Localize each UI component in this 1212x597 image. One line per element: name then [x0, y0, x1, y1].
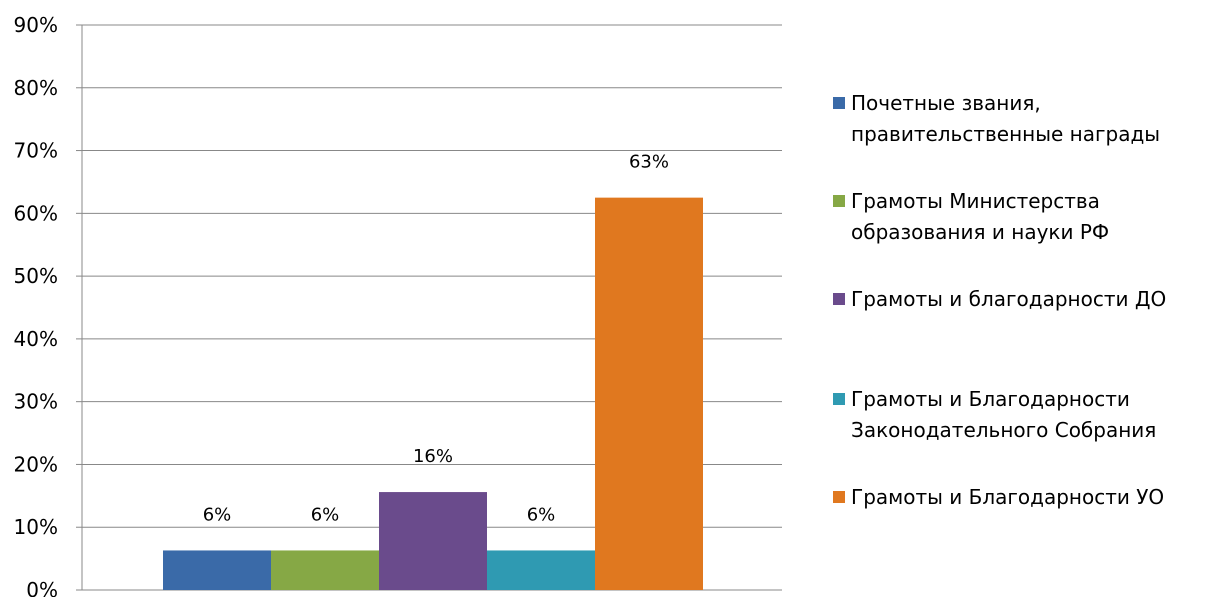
y-tick-label: 70%	[14, 139, 58, 163]
data-label: 63%	[629, 152, 669, 173]
y-tick-label: 40%	[14, 327, 58, 351]
gridlines	[82, 24, 782, 528]
y-tick-label: 90%	[14, 13, 58, 37]
y-tick-label: 0%	[26, 578, 58, 597]
bar	[487, 550, 595, 590]
legend-swatch	[833, 393, 845, 405]
y-tick-label: 80%	[14, 76, 58, 100]
legend-item: Грамоты и Благодарности УО	[833, 482, 1212, 513]
legend-item: Грамоты Министерства образования и науки…	[833, 186, 1212, 248]
bars	[163, 197, 703, 590]
legend-item: Почетные звания, правительственные награ…	[833, 88, 1212, 150]
legend-label: Грамоты и Благодарности УО	[851, 485, 1165, 509]
y-tick-label: 20%	[14, 452, 58, 476]
data-label: 16%	[413, 446, 453, 467]
bar	[271, 550, 379, 590]
axes: 0% 10% 20% 30% 40% 50% 60% 70% 80% 90%	[14, 13, 782, 597]
data-label: 6%	[203, 504, 232, 525]
y-tick-label: 10%	[14, 515, 58, 539]
legend-swatch	[833, 491, 845, 503]
bar	[163, 550, 271, 590]
legend-label: Грамоты и Благодарности Законодательного…	[851, 387, 1157, 442]
legend-label: Почетные звания, правительственные награ…	[851, 91, 1161, 146]
legend-swatch	[833, 293, 845, 305]
legend-item: Грамоты и благодарности ДО	[833, 284, 1212, 315]
legend-swatch	[833, 195, 845, 207]
y-tick-label: 60%	[14, 201, 58, 225]
legend-label: Грамоты Министерства образования и науки…	[851, 189, 1110, 244]
data-label: 6%	[311, 504, 340, 525]
legend-label: Грамоты и благодарности ДО	[851, 287, 1167, 311]
bar-chart: 0%10%20%30%40%50%60%70%80%90% 6% 6%16%6%6…	[14, 13, 782, 597]
y-tick-label: 30%	[14, 390, 58, 414]
data-label: 6%	[527, 504, 556, 525]
legend-item: Грамоты и Благодарности Законодательного…	[833, 384, 1212, 446]
legend-swatch	[833, 97, 845, 109]
bar	[379, 492, 487, 590]
y-tick-label: 50%	[14, 264, 58, 288]
data-labels: 6% 6% 16% 6% 63%	[203, 152, 669, 526]
bar	[595, 197, 703, 590]
